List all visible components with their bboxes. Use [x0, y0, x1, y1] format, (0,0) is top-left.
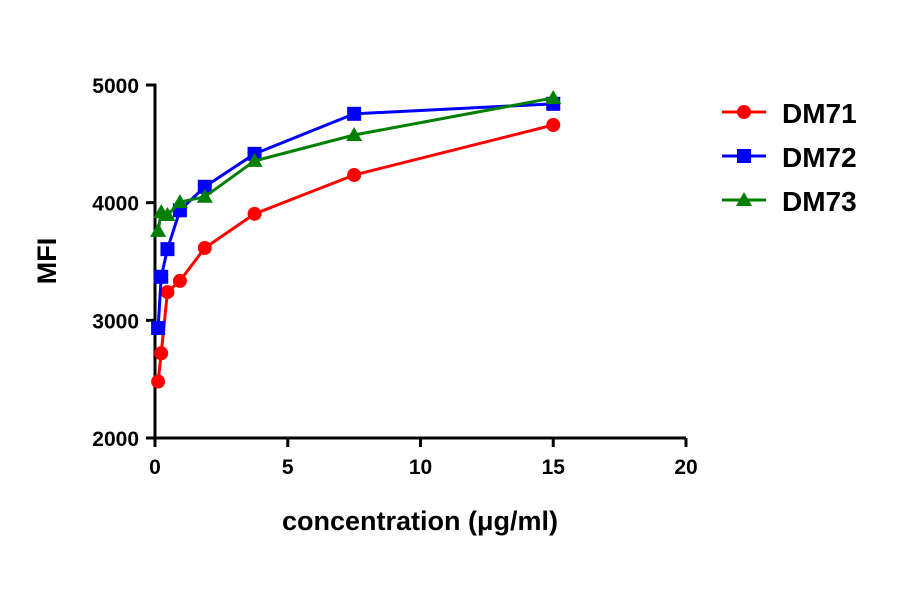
- x-tick-label: 15: [542, 456, 566, 479]
- data-point: [154, 346, 169, 361]
- data-point: [172, 273, 187, 288]
- x-tick-label: 10: [409, 456, 432, 479]
- data-point: [246, 152, 263, 167]
- data-point: [347, 168, 362, 183]
- y-tick-label: 5000: [92, 75, 139, 98]
- x-axis-label: concentration (μg/ml): [282, 506, 558, 536]
- y-tick-label: 3000: [92, 310, 139, 333]
- legend-marker: [737, 105, 751, 119]
- data-point: [197, 179, 212, 194]
- y-tick-label: 2000: [92, 428, 139, 451]
- legend-label: DM72: [782, 142, 857, 173]
- legend-marker: [737, 149, 751, 163]
- legend-label: DM73: [782, 186, 857, 217]
- data-point: [247, 206, 262, 221]
- legend-item: DM73: [722, 186, 857, 217]
- series-line: [156, 123, 554, 382]
- data-point: [545, 89, 562, 104]
- data-point: [151, 320, 166, 335]
- legend-label: DM71: [782, 98, 857, 129]
- legend: DM71 DM72 DM73: [722, 98, 857, 217]
- data-point: [160, 285, 175, 300]
- series-group: [150, 89, 562, 389]
- data-point: [196, 188, 213, 203]
- data-point: [154, 269, 169, 284]
- data-point: [171, 194, 188, 209]
- legend-marker: [736, 192, 752, 206]
- x-tick-label: 20: [674, 456, 697, 479]
- data-point: [197, 240, 212, 255]
- data-point: [347, 106, 362, 121]
- data-point: [159, 207, 176, 222]
- data-point: [160, 242, 175, 257]
- legend-item: DM71: [722, 98, 857, 129]
- x-tick-label: 0: [149, 456, 161, 479]
- data-point: [150, 222, 167, 237]
- axes: 0 5 10 15 20 2000 3000 4000 5000: [92, 75, 697, 479]
- y-tick-label: 4000: [92, 193, 139, 216]
- data-point: [546, 118, 561, 133]
- legend-item: DM72: [722, 142, 857, 173]
- series-dm73: [150, 89, 562, 237]
- series-dm71: [151, 118, 561, 389]
- y-axis-label: MFI: [32, 238, 62, 285]
- data-point: [151, 374, 166, 389]
- data-point: [346, 127, 363, 142]
- x-tick-label: 5: [282, 456, 294, 479]
